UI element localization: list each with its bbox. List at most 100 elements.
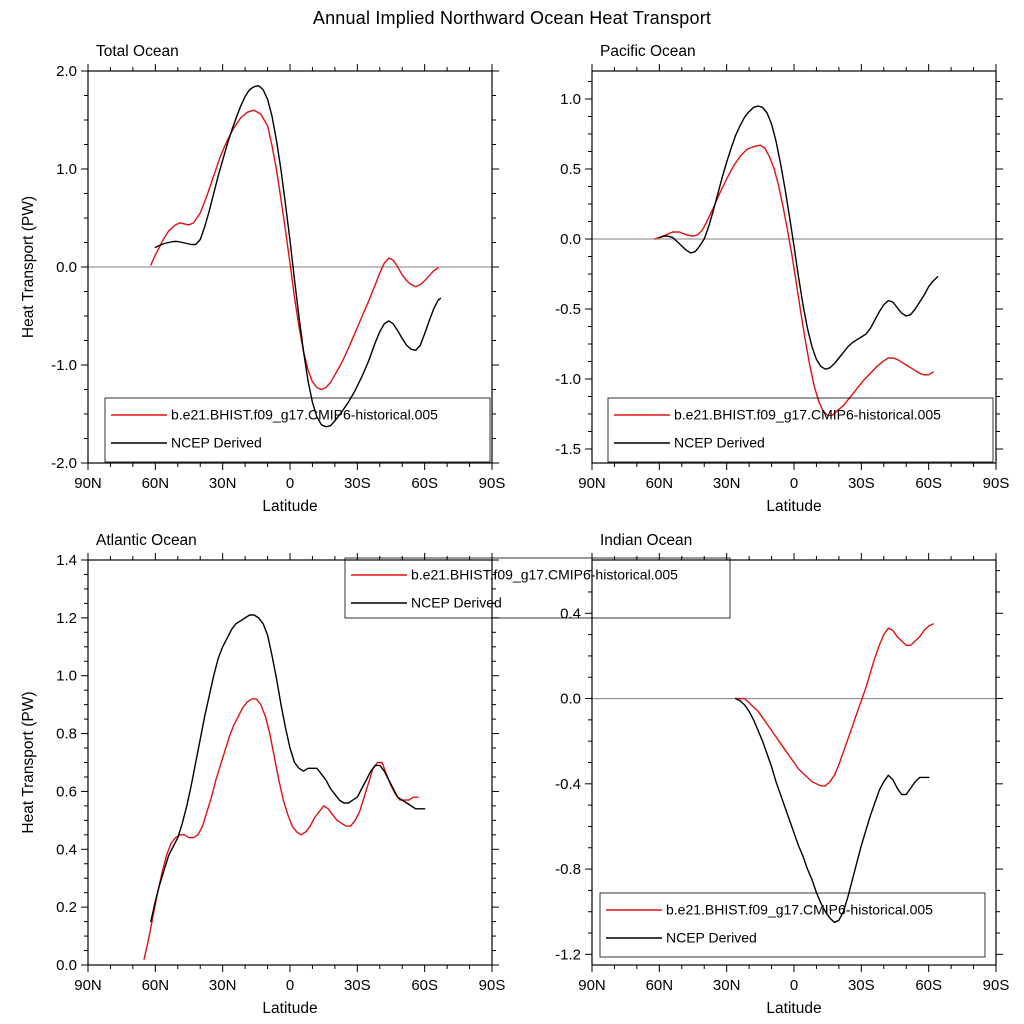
x-tick-label: 0 — [286, 977, 294, 994]
y-axis-label: Heat Transport (PW) — [20, 196, 37, 338]
axis-tick-labels: 90N 60N 30N 0 30S 60S 90S -1.2 -0.8 -0.4 0.0 0.4 — [555, 605, 1009, 994]
series-line-model — [143, 698, 419, 960]
x-tick-label: 90S — [983, 977, 1010, 994]
series-line-ncep — [658, 105, 939, 370]
x-axis-label: Latitude — [766, 1000, 821, 1017]
x-tick-label: 0 — [790, 475, 798, 492]
legend-box — [104, 397, 491, 463]
legend-box — [599, 892, 986, 958]
y-tick-label: 1.2 — [56, 610, 77, 627]
panel-total-ocean: 90N 60N 30N 0 30S 60S 90S -2.0 -1.0 0.0 1.0 2.0 Tota… — [20, 43, 505, 515]
legend: b.e21.BHIST.f09_g17.CMIP6-historical.005… — [344, 557, 731, 619]
plot-frame — [87, 559, 493, 966]
y-tick-label: -1.2 — [555, 946, 581, 963]
ticks — [81, 64, 499, 470]
panel-atlantic-ocean: 90N 60N 30N 0 30S 60S 90S 0.0 0.2 0.4 0.6 0.8 1.0 1.2… — [20, 532, 731, 1017]
legend: b.e21.BHIST.f09_g17.CMIP6-historical.005… — [607, 397, 994, 463]
x-tick-label: 30S — [344, 977, 371, 994]
legend-label: b.e21.BHIST.f09_g17.CMIP6-historical.005 — [171, 407, 438, 423]
y-tick-label: -1.5 — [555, 441, 581, 458]
x-tick-label: 90S — [983, 475, 1010, 492]
x-tick-label: 60S — [411, 977, 438, 994]
x-tick-label: 30N — [209, 475, 237, 492]
axis-tick-labels: 90N 60N 30N 0 30S 60S 90S 0.0 0.2 0.4 0.6 0.8 1.0 1.2… — [56, 552, 505, 994]
panel-title: Indian Ocean — [600, 532, 692, 549]
y-tick-label: -1.0 — [555, 371, 581, 388]
axis-tick-labels: 90N 60N 30N 0 30S 60S 90S -1.5 -1.0 -0.5 0.0 0.5 1.0 — [555, 91, 1009, 492]
x-tick-label: 30S — [848, 977, 875, 994]
y-tick-label: 1.0 — [56, 668, 77, 685]
panel-pacific-ocean: 90N 60N 30N 0 30S 60S 90S -1.5 -1.0 -0.5 0.0 0.5 1.0… — [555, 43, 1009, 515]
ticks — [81, 553, 499, 972]
panel-title: Total Ocean — [96, 43, 179, 60]
x-tick-label: 30S — [848, 475, 875, 492]
legend-label: b.e21.BHIST.f09_g17.CMIP6-historical.005 — [411, 567, 678, 583]
x-axis-label: Latitude — [262, 1000, 317, 1017]
legend: b.e21.BHIST.f09_g17.CMIP6-historical.005… — [599, 892, 986, 958]
figure-title: Annual Implied Northward Ocean Heat Tran… — [312, 8, 712, 28]
x-tick-label: 90N — [74, 977, 102, 994]
y-tick-label: 0.8 — [56, 726, 77, 743]
y-tick-label: 2.0 — [56, 63, 77, 80]
y-tick-label: 0.2 — [56, 899, 77, 916]
y-tick-label: 0.0 — [56, 957, 77, 974]
y-axis-label: Heat Transport (PW) — [20, 691, 37, 833]
series-line-ncep — [154, 85, 442, 428]
panel-title: Pacific Ocean — [600, 43, 696, 60]
x-tick-label: 90N — [74, 475, 102, 492]
y-tick-label: 0.5 — [560, 161, 581, 178]
x-tick-label: 60N — [142, 475, 170, 492]
x-tick-label: 60N — [646, 977, 674, 994]
ticks — [585, 64, 1003, 470]
y-tick-label: 1.0 — [560, 91, 581, 108]
legend-label: NCEP Derived — [171, 435, 262, 451]
series-line-model — [654, 144, 934, 417]
x-tick-label: 30N — [209, 977, 237, 994]
legend-box — [344, 557, 731, 619]
x-tick-label: 30N — [713, 475, 741, 492]
x-tick-label: 60S — [411, 475, 438, 492]
x-tick-label: 60N — [142, 977, 170, 994]
legend-label: NCEP Derived — [674, 435, 765, 451]
legend-label: b.e21.BHIST.f09_g17.CMIP6-historical.005 — [674, 407, 941, 423]
x-tick-label: 0 — [790, 977, 798, 994]
legend-label: b.e21.BHIST.f09_g17.CMIP6-historical.005 — [666, 902, 933, 918]
legend-box — [607, 397, 994, 463]
panel-title: Atlantic Ocean — [96, 532, 197, 549]
y-tick-label: -1.0 — [51, 357, 77, 374]
y-tick-label: 0.0 — [560, 691, 581, 708]
y-tick-label: -0.4 — [555, 776, 581, 793]
x-tick-label: 0 — [286, 475, 294, 492]
axis-tick-labels: 90N 60N 30N 0 30S 60S 90S -2.0 -1.0 0.0 1.0 2.0 — [51, 63, 505, 492]
ticks — [585, 553, 1003, 972]
y-tick-label: 0.0 — [56, 259, 77, 276]
y-tick-label: -0.5 — [555, 301, 581, 318]
x-tick-label: 60S — [915, 977, 942, 994]
y-tick-label: -0.8 — [555, 861, 581, 878]
x-tick-label: 90N — [578, 977, 606, 994]
x-tick-label: 90S — [479, 475, 506, 492]
y-tick-label: 0.0 — [560, 231, 581, 248]
y-tick-label: 0.6 — [56, 783, 77, 800]
y-tick-label: 0.4 — [56, 841, 77, 858]
x-tick-label: 60N — [646, 475, 674, 492]
x-tick-label: 90N — [578, 475, 606, 492]
y-tick-label: 1.0 — [56, 161, 77, 178]
x-tick-label: 90S — [479, 977, 506, 994]
x-axis-label: Latitude — [766, 498, 821, 515]
panel-indian-ocean: 90N 60N 30N 0 30S 60S 90S -1.2 -0.8 -0.4 0.0 0.4 Ind… — [555, 532, 1009, 1017]
series-line-model — [150, 109, 439, 391]
series-line-ncep — [150, 614, 426, 923]
legend-label: NCEP Derived — [666, 930, 757, 946]
y-tick-label: -2.0 — [51, 455, 77, 472]
legend-label: NCEP Derived — [411, 595, 502, 611]
x-axis-label: Latitude — [262, 498, 317, 515]
y-tick-label: 0.4 — [560, 605, 581, 622]
series-line-ncep — [734, 697, 930, 924]
y-tick-label: 1.4 — [56, 552, 77, 569]
x-tick-label: 60S — [915, 475, 942, 492]
x-tick-label: 30S — [344, 475, 371, 492]
series-line-model — [734, 623, 934, 787]
